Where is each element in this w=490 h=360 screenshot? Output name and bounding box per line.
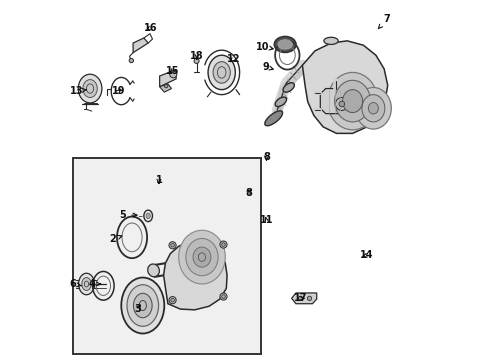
- Circle shape: [171, 243, 174, 247]
- Ellipse shape: [368, 103, 378, 114]
- Circle shape: [129, 58, 133, 63]
- Ellipse shape: [122, 278, 164, 333]
- Polygon shape: [302, 41, 388, 134]
- Text: 15: 15: [166, 66, 179, 76]
- Ellipse shape: [133, 293, 152, 318]
- Ellipse shape: [327, 72, 378, 130]
- Ellipse shape: [362, 95, 385, 122]
- Text: 11: 11: [260, 215, 273, 225]
- Circle shape: [170, 71, 177, 78]
- Text: 6: 6: [70, 279, 82, 289]
- Circle shape: [221, 243, 225, 246]
- Circle shape: [298, 296, 303, 301]
- Text: 17: 17: [294, 293, 308, 303]
- Ellipse shape: [274, 37, 296, 52]
- Text: 4: 4: [88, 279, 100, 289]
- Ellipse shape: [83, 80, 97, 98]
- Polygon shape: [292, 293, 317, 304]
- Circle shape: [220, 241, 227, 248]
- Ellipse shape: [147, 264, 159, 277]
- Text: 18: 18: [190, 51, 204, 61]
- Ellipse shape: [208, 55, 235, 90]
- Ellipse shape: [82, 278, 91, 291]
- Circle shape: [335, 98, 348, 111]
- Text: 12: 12: [227, 54, 240, 64]
- Ellipse shape: [127, 285, 159, 326]
- Circle shape: [307, 296, 312, 301]
- Text: 14: 14: [360, 250, 374, 260]
- Text: 13: 13: [70, 86, 86, 96]
- Circle shape: [169, 242, 176, 249]
- Ellipse shape: [186, 238, 218, 276]
- Polygon shape: [164, 241, 227, 310]
- Text: 8: 8: [245, 188, 252, 198]
- Ellipse shape: [193, 247, 211, 267]
- Polygon shape: [160, 69, 176, 87]
- Text: 19: 19: [112, 86, 125, 96]
- Ellipse shape: [355, 87, 392, 129]
- Ellipse shape: [278, 40, 293, 49]
- Circle shape: [220, 293, 227, 300]
- Polygon shape: [320, 89, 358, 114]
- Polygon shape: [133, 38, 148, 53]
- Ellipse shape: [146, 213, 150, 219]
- Text: 10: 10: [255, 42, 273, 51]
- Ellipse shape: [343, 90, 363, 113]
- Circle shape: [171, 298, 174, 302]
- Text: 8: 8: [263, 152, 270, 162]
- Ellipse shape: [324, 37, 338, 44]
- Ellipse shape: [213, 62, 230, 83]
- Circle shape: [169, 297, 176, 304]
- Text: 5: 5: [120, 210, 137, 220]
- Text: 9: 9: [263, 62, 273, 72]
- Circle shape: [339, 101, 344, 107]
- Ellipse shape: [78, 74, 102, 103]
- Ellipse shape: [179, 230, 225, 284]
- Bar: [73, 158, 261, 354]
- Circle shape: [194, 58, 199, 63]
- Circle shape: [221, 295, 225, 298]
- Ellipse shape: [283, 83, 294, 92]
- Ellipse shape: [275, 97, 287, 107]
- Polygon shape: [160, 84, 172, 92]
- Ellipse shape: [78, 273, 95, 295]
- Text: 1: 1: [155, 175, 162, 185]
- Text: 7: 7: [378, 14, 390, 28]
- Text: 3: 3: [134, 304, 141, 314]
- Circle shape: [164, 84, 168, 88]
- Ellipse shape: [335, 80, 370, 122]
- Text: 2: 2: [109, 234, 122, 244]
- Ellipse shape: [265, 111, 283, 126]
- Text: 16: 16: [144, 23, 158, 33]
